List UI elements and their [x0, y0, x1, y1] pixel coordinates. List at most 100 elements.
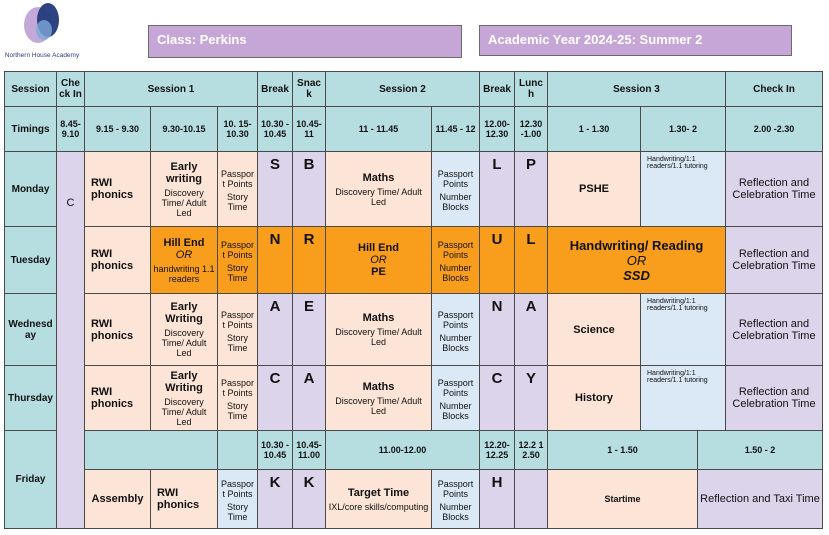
- cell-text: 11 - 11.45: [358, 124, 399, 134]
- table-cell: Monday: [4, 151, 57, 227]
- table-cell: [84, 430, 218, 470]
- cell-text: Passport Points: [437, 378, 474, 398]
- table-cell: Science: [547, 293, 641, 366]
- logo-shape: [36, 20, 52, 40]
- table-cell: History: [547, 365, 641, 431]
- table-cell: Break: [479, 71, 515, 107]
- cell-text: 11.00-12.00: [378, 445, 427, 455]
- cell-text: C: [491, 370, 503, 387]
- cell-text: Discovery Time/ Adult Led: [161, 328, 207, 358]
- cell-text: P: [525, 156, 536, 173]
- cell-text: Discovery Time/ Adult Led: [161, 187, 207, 218]
- cell-text: Passport Points: [220, 169, 255, 189]
- cell-text: Friday: [15, 474, 46, 485]
- table-cell: A: [514, 293, 548, 366]
- cell-text: 9.15 - 9.30: [95, 124, 140, 134]
- cell-text: C: [66, 197, 75, 209]
- cell-text: N: [491, 298, 503, 315]
- table-cell: RWI phonics: [84, 293, 151, 366]
- cell-text: Story Time: [226, 263, 248, 283]
- table-cell: 1.50 - 2: [697, 430, 823, 470]
- cell-text: A: [269, 298, 281, 315]
- cell-text: 8.45- 9.10: [60, 119, 81, 139]
- table-cell: Early writing Discovery Time/ Adult Led: [150, 151, 218, 227]
- table-cell: B: [292, 151, 326, 227]
- cell-text: Number Blocks: [439, 401, 472, 421]
- cell-text: Tuesday: [10, 254, 51, 266]
- cell-text: Passport Points: [220, 378, 255, 398]
- cell-text: RWI phonics: [91, 177, 134, 201]
- cell-text: S: [269, 156, 280, 173]
- table-cell: Break: [257, 71, 293, 107]
- cell-text: Discovery Time/ Adult Led: [335, 395, 422, 416]
- cell-text: Passport Points: [220, 309, 255, 330]
- cell-text: Snack: [297, 78, 321, 100]
- cell-text: 2.00 -2.30: [753, 124, 795, 134]
- cell-text: U: [491, 231, 503, 248]
- table-cell: 12.30 -1.00: [514, 106, 548, 152]
- table-cell: [217, 430, 258, 470]
- cell-text: Reflection and Celebration Time: [732, 317, 816, 342]
- table-cell: Tuesday: [4, 226, 57, 294]
- cell-text: Maths: [362, 171, 395, 184]
- table-cell: RWI phonics: [150, 469, 218, 529]
- table-cell: A: [292, 365, 326, 431]
- cell-text: RWI phonics: [91, 248, 134, 272]
- table-cell: Reflection and Taxi Time: [697, 469, 823, 529]
- cell-text: R: [303, 231, 315, 248]
- table-cell: Handwriting/ Reading OR SSD: [547, 226, 726, 294]
- cell-text: Handwriting/ Reading: [569, 237, 704, 253]
- table-cell: Session 1: [84, 71, 258, 107]
- table-cell: 10.30 - 10.45: [257, 430, 293, 470]
- cell-text: Maths: [362, 312, 395, 324]
- cell-text: 12.00- 12.30: [484, 119, 510, 139]
- table-cell: L: [514, 226, 548, 294]
- table-cell: 8.45- 9.10: [56, 106, 85, 152]
- table-cell: Passport Points Story Time: [217, 469, 258, 529]
- table-cell: Maths Discovery Time/ Adult Led: [325, 293, 432, 366]
- cell-text: K: [303, 474, 315, 491]
- table-cell: 12.00- 12.30: [479, 106, 515, 152]
- cell-text: Check In: [753, 83, 795, 95]
- cell-text: Early writing: [165, 160, 203, 185]
- table-cell: 12.2 12.50: [514, 430, 548, 470]
- table-cell: K: [257, 469, 293, 529]
- table-cell: N: [479, 293, 515, 366]
- cell-text: Check In: [59, 78, 82, 100]
- cell-text: RWI phonics: [91, 386, 134, 410]
- cell-text: Startime: [604, 494, 641, 504]
- cell-text: Passport Points: [220, 479, 255, 499]
- cell-text: Story Time: [226, 332, 248, 353]
- cell-text: Break: [261, 83, 289, 95]
- cell-text: Early Writing: [165, 369, 203, 394]
- cell-text: K: [269, 474, 281, 491]
- cell-text: Maths: [362, 380, 395, 393]
- cell-text: Timings: [11, 123, 50, 135]
- cell-text: Y: [525, 370, 536, 387]
- class-box: Class: Perkins: [148, 25, 462, 58]
- cell-text: 12.20-12.25: [484, 440, 510, 460]
- table-cell: Handwriting/1:1 readers/1.1 tutoring: [640, 151, 726, 227]
- cell-text: Assembly: [91, 493, 144, 505]
- cell-text: 9.30-10.15: [162, 124, 206, 134]
- table-cell: Handwriting/1:1 readers/1.1 tutoring: [640, 293, 726, 366]
- cell-text: 1 - 1.50: [607, 445, 638, 455]
- table-cell: RWI phonics: [84, 226, 151, 294]
- logo: Northern House Academy: [5, 3, 80, 59]
- cell-text: Hill End: [358, 242, 399, 254]
- table-cell: Friday: [4, 430, 57, 529]
- table-cell: RWI phonics: [84, 151, 151, 227]
- cell-text: B: [303, 156, 315, 173]
- cell-text: Thursday: [7, 392, 53, 404]
- cell-text: Target Time: [347, 486, 410, 499]
- table-cell: C: [257, 365, 293, 431]
- table-cell: Hill End OR PE: [325, 226, 432, 294]
- table-cell: 10.45- 11.00: [292, 430, 326, 470]
- cell-text: PE: [371, 266, 386, 278]
- cell-text: H: [491, 474, 503, 491]
- cell-text: History: [575, 392, 613, 404]
- cell-text: Session 2: [379, 83, 426, 95]
- table-cell: 1 - 1.30: [547, 106, 641, 152]
- cell-text: Story Time: [226, 192, 248, 212]
